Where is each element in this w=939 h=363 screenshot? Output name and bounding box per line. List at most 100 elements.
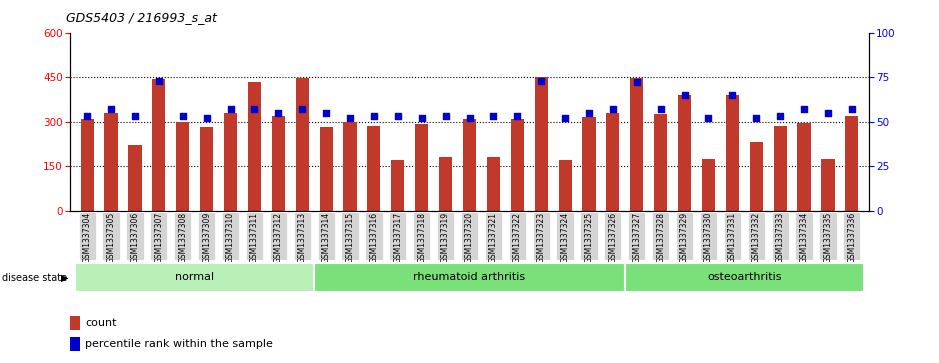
- Point: [247, 106, 262, 112]
- Text: GSM1337321: GSM1337321: [489, 212, 498, 263]
- Bar: [678, 95, 691, 211]
- Text: GSM1337305: GSM1337305: [106, 212, 115, 263]
- FancyBboxPatch shape: [795, 212, 812, 260]
- Bar: [70, 337, 80, 351]
- Point: [748, 115, 763, 121]
- FancyBboxPatch shape: [389, 212, 407, 260]
- Text: GSM1337333: GSM1337333: [776, 212, 785, 263]
- Bar: [774, 126, 787, 211]
- Text: disease state: disease state: [2, 273, 67, 283]
- Text: GSM1337335: GSM1337335: [824, 212, 833, 263]
- FancyBboxPatch shape: [317, 212, 334, 260]
- FancyBboxPatch shape: [198, 212, 215, 260]
- FancyBboxPatch shape: [127, 212, 144, 260]
- Bar: [797, 123, 810, 211]
- Bar: [559, 160, 572, 211]
- FancyBboxPatch shape: [342, 212, 359, 260]
- Point: [80, 113, 95, 119]
- FancyBboxPatch shape: [509, 212, 526, 260]
- Text: GSM1337312: GSM1337312: [274, 212, 283, 263]
- Point: [533, 78, 548, 83]
- FancyBboxPatch shape: [102, 212, 119, 260]
- FancyBboxPatch shape: [820, 212, 837, 260]
- Bar: [607, 113, 620, 211]
- Bar: [224, 113, 238, 211]
- Bar: [439, 157, 453, 211]
- Text: GSM1337327: GSM1337327: [632, 212, 641, 263]
- Text: GSM1337325: GSM1337325: [584, 212, 593, 263]
- Point: [318, 110, 333, 115]
- Point: [343, 115, 358, 121]
- FancyBboxPatch shape: [772, 212, 789, 260]
- Point: [510, 113, 525, 119]
- FancyBboxPatch shape: [652, 212, 670, 260]
- Text: GSM1337334: GSM1337334: [799, 212, 808, 263]
- Point: [199, 115, 214, 121]
- Text: GSM1337324: GSM1337324: [561, 212, 570, 263]
- Point: [485, 113, 500, 119]
- FancyBboxPatch shape: [843, 212, 860, 260]
- Text: GSM1337332: GSM1337332: [752, 212, 761, 263]
- Text: osteoarthritis: osteoarthritis: [707, 272, 781, 282]
- Text: GSM1337328: GSM1337328: [656, 212, 665, 263]
- Point: [128, 113, 143, 119]
- Point: [844, 106, 859, 112]
- Text: GSM1337314: GSM1337314: [322, 212, 331, 263]
- FancyBboxPatch shape: [485, 212, 502, 260]
- Text: GSM1337329: GSM1337329: [680, 212, 689, 263]
- Bar: [344, 122, 357, 211]
- Text: GSM1337313: GSM1337313: [298, 212, 307, 263]
- Point: [654, 106, 669, 112]
- Point: [773, 113, 788, 119]
- Text: GSM1337310: GSM1337310: [226, 212, 235, 263]
- Point: [558, 115, 573, 121]
- Bar: [534, 77, 547, 211]
- Point: [414, 115, 429, 121]
- Bar: [822, 159, 835, 211]
- FancyBboxPatch shape: [747, 212, 765, 260]
- Bar: [296, 78, 309, 211]
- Point: [581, 110, 596, 115]
- Point: [439, 113, 454, 119]
- Text: GSM1337306: GSM1337306: [131, 212, 140, 263]
- FancyBboxPatch shape: [557, 212, 574, 260]
- Point: [821, 110, 836, 115]
- Point: [796, 106, 811, 112]
- Text: normal: normal: [176, 272, 214, 282]
- Text: GSM1337318: GSM1337318: [417, 212, 426, 263]
- Bar: [129, 145, 142, 211]
- Bar: [319, 127, 332, 211]
- Point: [391, 113, 406, 119]
- Text: rheumatoid arthritis: rheumatoid arthritis: [413, 272, 526, 282]
- Bar: [486, 157, 500, 211]
- FancyBboxPatch shape: [269, 212, 287, 260]
- Point: [295, 106, 310, 112]
- Text: GSM1337331: GSM1337331: [728, 212, 737, 263]
- Point: [176, 113, 191, 119]
- Text: GSM1337326: GSM1337326: [608, 212, 617, 263]
- Bar: [392, 160, 405, 211]
- Bar: [726, 95, 739, 211]
- Bar: [701, 159, 715, 211]
- Bar: [177, 122, 190, 211]
- FancyBboxPatch shape: [605, 212, 622, 260]
- Text: GSM1337319: GSM1337319: [441, 212, 450, 263]
- Bar: [749, 142, 762, 211]
- FancyBboxPatch shape: [79, 212, 96, 260]
- Text: GSM1337307: GSM1337307: [154, 212, 163, 263]
- Point: [223, 106, 239, 112]
- Point: [366, 113, 381, 119]
- Bar: [582, 117, 595, 211]
- FancyBboxPatch shape: [437, 212, 454, 260]
- Point: [677, 92, 692, 98]
- FancyBboxPatch shape: [294, 212, 311, 260]
- Text: GSM1337311: GSM1337311: [250, 212, 259, 263]
- Text: GSM1337308: GSM1337308: [178, 212, 187, 263]
- FancyBboxPatch shape: [222, 212, 239, 260]
- Bar: [81, 119, 94, 211]
- Text: GSM1337309: GSM1337309: [202, 212, 211, 263]
- FancyBboxPatch shape: [75, 263, 315, 293]
- Text: GSM1337323: GSM1337323: [537, 212, 546, 263]
- FancyBboxPatch shape: [413, 212, 430, 260]
- Bar: [271, 116, 285, 211]
